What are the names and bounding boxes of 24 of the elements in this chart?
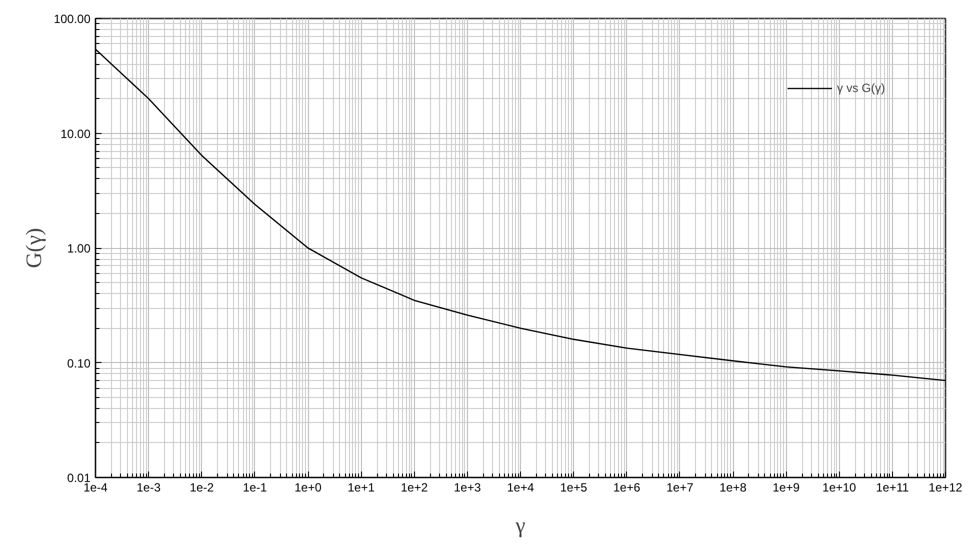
x-tick-label: 1e+11: [876, 480, 910, 494]
x-tick-label: 1e+12: [928, 480, 963, 494]
y-axis-title: G(γ): [20, 228, 46, 268]
x-tick-label: 1e+2: [400, 480, 428, 494]
legend-label: γ vs G(γ): [837, 81, 885, 95]
y-tick-label: 0.10: [67, 356, 91, 370]
x-tick-label: 1e+4: [506, 480, 534, 494]
y-tick-label: 100.00: [54, 12, 91, 26]
x-tick-label: 1e+7: [666, 480, 694, 494]
x-tick-label: 1e-4: [83, 480, 108, 494]
x-tick-label: 1e+8: [719, 480, 747, 494]
x-tick-label: 1e+1: [348, 480, 375, 494]
x-tick-label: 1e+3: [454, 480, 482, 494]
x-tick-label: 1e-1: [242, 480, 268, 494]
y-tick-label: 1.00: [67, 242, 91, 256]
x-tick-label: 1e+10: [822, 480, 856, 494]
x-tick-label: 1e+5: [560, 480, 588, 494]
y-tick-label: 10.00: [60, 126, 91, 141]
x-tick-label: 1e+9: [772, 480, 800, 494]
x-tick-label: 1e+0: [294, 480, 322, 494]
x-tick-label: 1e+6: [613, 480, 641, 494]
x-tick-label: 1e-2: [190, 480, 214, 494]
x-axis-title: γ: [514, 512, 526, 538]
x-tick-label: 1e-3: [136, 480, 161, 494]
